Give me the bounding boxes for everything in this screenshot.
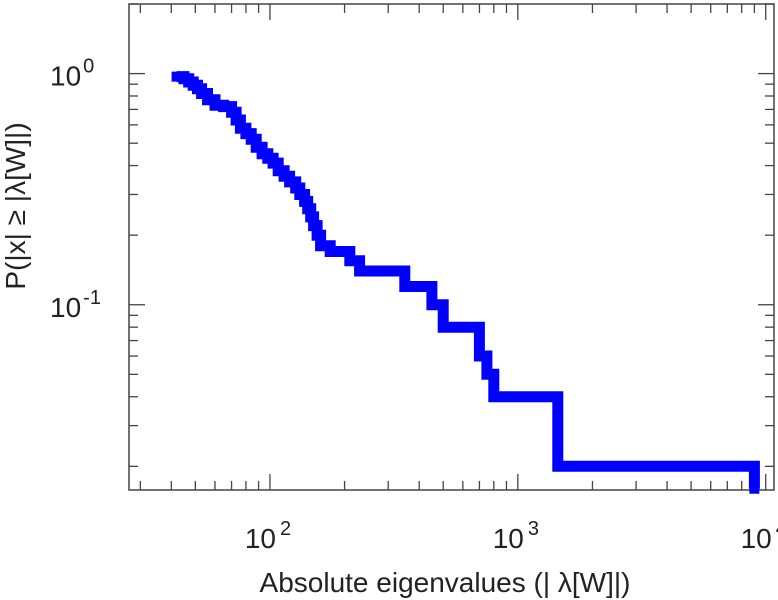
series-layer bbox=[171, 71, 760, 494]
data-point bbox=[226, 107, 237, 118]
data-point bbox=[262, 153, 273, 164]
data-point bbox=[552, 461, 563, 472]
data-point bbox=[315, 240, 326, 251]
data-point bbox=[312, 230, 323, 241]
data-point bbox=[218, 101, 229, 112]
data-point bbox=[438, 322, 449, 333]
data-point bbox=[202, 94, 213, 105]
data-point bbox=[302, 203, 313, 214]
data-point bbox=[426, 299, 437, 310]
data-point bbox=[251, 142, 262, 153]
data-point bbox=[481, 369, 492, 380]
data-point bbox=[171, 71, 182, 82]
data-point bbox=[284, 176, 295, 187]
y-tick-label: 10 -1 bbox=[50, 287, 101, 323]
x-tick-label: 10 3 bbox=[493, 518, 539, 554]
data-point bbox=[305, 211, 316, 222]
data-point bbox=[308, 220, 319, 231]
data-point bbox=[231, 114, 242, 125]
tick-labels: 102 103 104 100 10-1 bbox=[50, 56, 778, 554]
data-point bbox=[273, 165, 284, 176]
data-point bbox=[354, 265, 365, 276]
x-axis-title: Absolute eigenvalues (| λ[W]|) bbox=[260, 567, 631, 598]
data-point bbox=[279, 171, 290, 182]
data-point bbox=[196, 88, 207, 99]
x-tick-label: 104 bbox=[741, 518, 778, 554]
data-point bbox=[299, 196, 310, 207]
data-point bbox=[474, 351, 485, 362]
data-point bbox=[257, 148, 268, 159]
x-tick-label: 10 2 bbox=[245, 518, 291, 554]
data-point bbox=[209, 100, 220, 111]
series-line bbox=[176, 71, 760, 489]
plot-frame bbox=[128, 3, 775, 491]
data-point bbox=[268, 158, 279, 169]
data-point bbox=[344, 255, 355, 266]
data-point bbox=[749, 483, 760, 494]
minor-ticks bbox=[129, 3, 774, 490]
data-point bbox=[749, 461, 760, 472]
data-point bbox=[290, 182, 301, 193]
data-point bbox=[235, 123, 246, 134]
data-point bbox=[240, 128, 251, 139]
y-axis-title: P(|x| ≥ |λ[W]|) bbox=[0, 122, 31, 289]
major-ticks bbox=[129, 4, 774, 490]
data-point bbox=[488, 391, 499, 402]
data-point bbox=[399, 281, 410, 292]
data-point bbox=[246, 134, 257, 145]
data-point bbox=[294, 189, 305, 200]
y-tick-label: 10 0 bbox=[50, 56, 94, 92]
data-point bbox=[325, 246, 336, 257]
